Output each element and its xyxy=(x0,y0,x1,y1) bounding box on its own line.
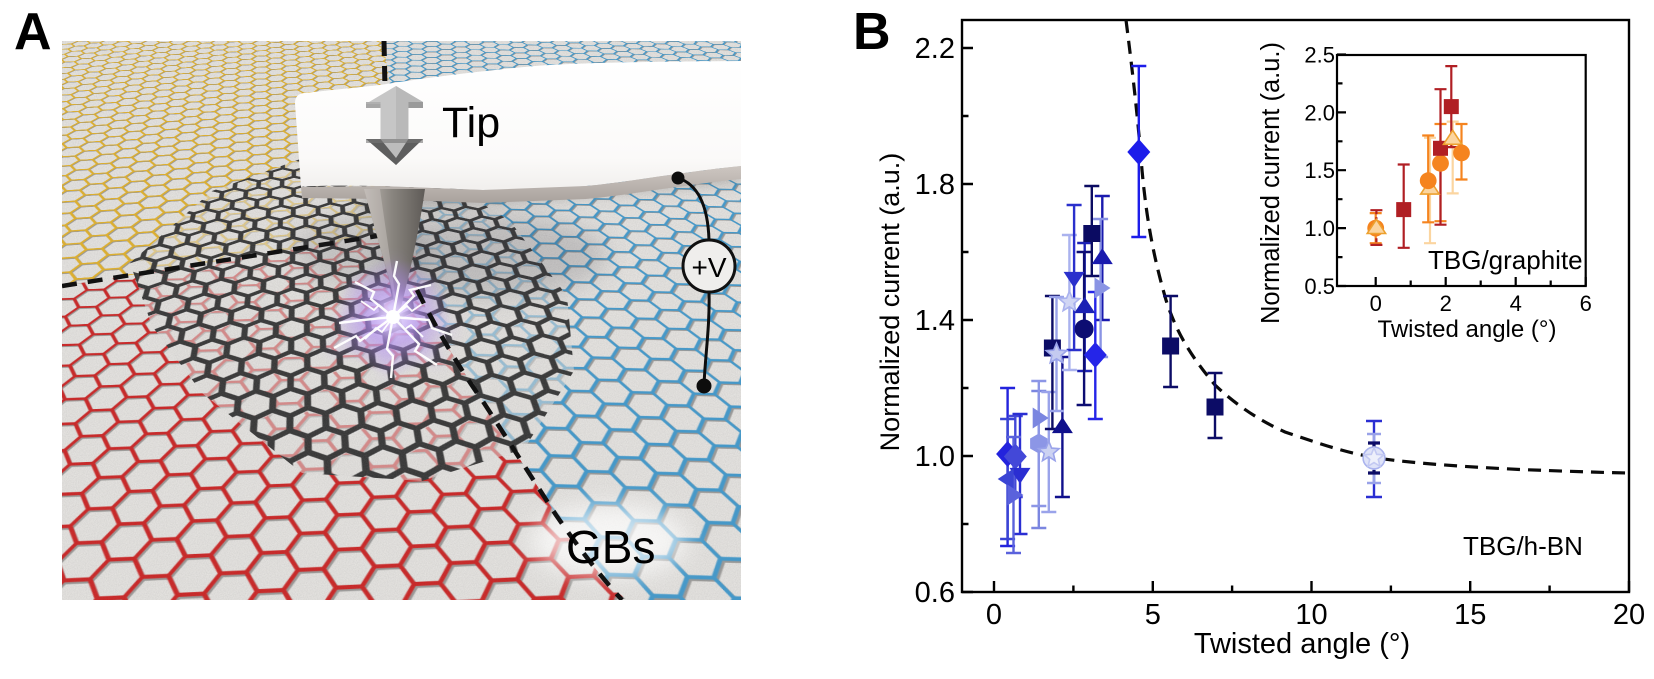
svg-text:TBG/h-BN: TBG/h-BN xyxy=(1463,531,1583,561)
svg-text:2: 2 xyxy=(1440,291,1452,316)
svg-text:2.0: 2.0 xyxy=(1304,100,1335,125)
svg-text:TBG/graphite: TBG/graphite xyxy=(1428,245,1583,275)
svg-text:Twisted angle (°): Twisted angle (°) xyxy=(1377,316,1556,343)
svg-text:GBs: GBs xyxy=(566,521,655,573)
svg-text:0: 0 xyxy=(1370,291,1382,316)
svg-text:Normalized current (a.u.): Normalized current (a.u.) xyxy=(875,153,905,452)
svg-text:Twisted angle (°): Twisted angle (°) xyxy=(1194,628,1410,660)
svg-text:1.5: 1.5 xyxy=(1304,158,1335,183)
svg-text:Tip: Tip xyxy=(442,99,500,147)
svg-text:0: 0 xyxy=(986,599,1002,631)
svg-text:4: 4 xyxy=(1510,291,1522,316)
svg-text:5: 5 xyxy=(1145,599,1161,631)
svg-text:20: 20 xyxy=(1613,599,1645,631)
svg-text:2.2: 2.2 xyxy=(915,33,955,65)
svg-text:Normalized current (a.u.): Normalized current (a.u.) xyxy=(1257,42,1285,324)
svg-text:15: 15 xyxy=(1454,599,1486,631)
svg-text:1.4: 1.4 xyxy=(915,305,955,337)
svg-text:0.5: 0.5 xyxy=(1304,274,1335,299)
svg-text:6: 6 xyxy=(1580,291,1592,316)
svg-text:+V: +V xyxy=(691,252,726,283)
svg-text:1.0: 1.0 xyxy=(915,441,955,473)
svg-text:0.6: 0.6 xyxy=(915,577,955,609)
svg-text:2.5: 2.5 xyxy=(1304,43,1335,68)
svg-text:1.0: 1.0 xyxy=(1304,216,1335,241)
svg-text:10: 10 xyxy=(1295,599,1327,631)
svg-text:1.8: 1.8 xyxy=(915,169,955,201)
